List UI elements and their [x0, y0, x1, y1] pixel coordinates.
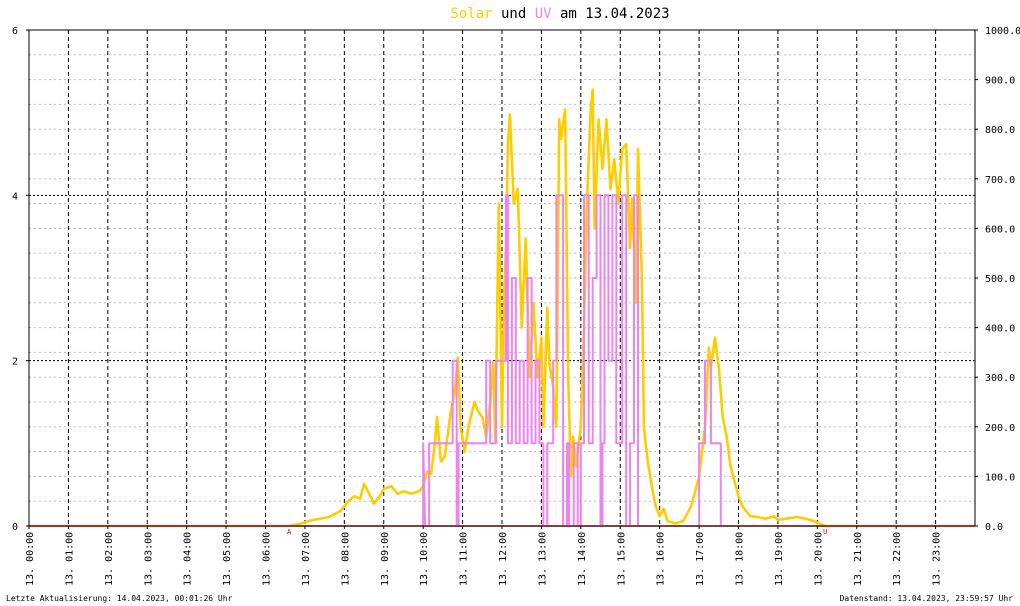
footer-last-update: Letzte Aktualisierung: 14.04.2023, 00:01… [6, 594, 233, 603]
x-tick-label: 13. 16:00 [656, 532, 667, 586]
title-date: am 13.04.2023 [552, 6, 670, 22]
x-axis-ticks: 13. 00:00 13. 01:00 13. 02:00 13. 03:00 13. … [25, 526, 943, 586]
x-tick-label: 13. 09:00 [380, 532, 391, 586]
right-tick-label: 800.0 [985, 125, 1015, 136]
grid [29, 30, 975, 526]
left-axis-ticks: 0 2 4 6 [12, 26, 29, 533]
x-tick-label: 13. 15:00 [616, 532, 627, 586]
x-tick-label: 13. 19:00 [774, 532, 785, 586]
left-tick-label: 0 [12, 522, 18, 533]
left-tick-label: 4 [12, 191, 18, 202]
title-solar: Solar [450, 6, 492, 22]
left-tick-label: 6 [12, 26, 18, 37]
sunrise-marker: A [287, 528, 292, 536]
x-tick-label: 13. 12:00 [498, 532, 509, 586]
x-tick-label: 13. 07:00 [301, 532, 312, 586]
sunset-marker: U [823, 528, 827, 536]
title-und: und [493, 6, 535, 22]
right-tick-label: 400.0 [985, 324, 1015, 335]
x-tick-label: 13. 03:00 [143, 532, 154, 586]
x-tick-label: 13. 17:00 [695, 532, 706, 586]
x-tick-label: 13. 01:00 [64, 532, 75, 586]
x-tick-label: 13. 13:00 [537, 532, 548, 586]
x-tick-label: 13. 22:00 [892, 532, 903, 586]
x-tick-label: 13. 14:00 [577, 532, 588, 586]
x-tick-label: 13. 11:00 [459, 532, 470, 586]
x-tick-label: 13. 02:00 [104, 532, 115, 586]
right-tick-label: 100.0 [985, 472, 1015, 483]
x-tick-label: 13. 21:00 [853, 532, 864, 586]
x-tick-label: 13. 20:00 [813, 532, 824, 586]
x-tick-label: 13. 08:00 [340, 532, 351, 586]
x-tick-label: 13. 23:00 [932, 532, 943, 586]
right-axis-ticks: 0.0 100.0 200.0 300.0 400.0 500.0 600.0 700.0 80… [975, 26, 1020, 533]
right-tick-label: 0.0 [985, 522, 1003, 533]
right-tick-label: 500.0 [985, 274, 1015, 285]
right-tick-label: 1000.0 [985, 26, 1020, 37]
x-tick-label: 13. 06:00 [262, 532, 273, 586]
footer-data-status: Datenstand: 13.04.2023, 23:59:57 Uhr [840, 594, 1014, 603]
title-uv: UV [535, 6, 552, 22]
right-tick-label: 200.0 [985, 423, 1015, 434]
right-tick-label: 300.0 [985, 373, 1015, 384]
right-tick-label: 700.0 [985, 175, 1015, 186]
x-tick-label: 13. 00:00 [25, 532, 36, 586]
x-tick-label: 13. 05:00 [222, 532, 233, 586]
x-tick-label: 13. 04:00 [183, 532, 194, 586]
right-tick-label: 600.0 [985, 224, 1015, 235]
series-solar-line [29, 88, 975, 528]
right-tick-label: 900.0 [985, 76, 1015, 87]
x-tick-label: 13. 10:00 [419, 532, 430, 586]
chart-title: Solar und UV am 13.04.2023 [450, 6, 669, 22]
x-tick-label: 13. 18:00 [735, 532, 746, 586]
left-tick-label: 2 [12, 357, 18, 368]
